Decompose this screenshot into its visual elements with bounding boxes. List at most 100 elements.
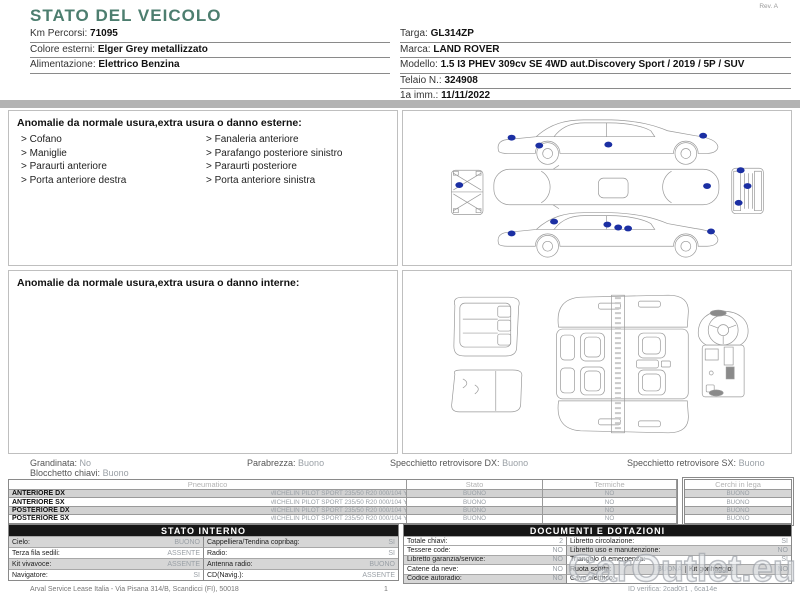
kv-value: SI bbox=[193, 571, 200, 579]
kv-cell: Catene da neve: NO bbox=[404, 564, 567, 574]
info-value: 11/11/2022 bbox=[441, 90, 491, 101]
anomalies-column-left: Cofano Maniglie Paraurti anteriore Porta… bbox=[21, 133, 206, 187]
kv-value: NO bbox=[777, 565, 789, 573]
summary-parabrezza: Parabrezza: Buono bbox=[247, 458, 324, 468]
kv-cell: Triangolo di emergenza: SI bbox=[567, 554, 791, 564]
internal-anomalies-panel: Anomalie da normale usura,extra usura o … bbox=[8, 270, 398, 454]
kv-cell: Tessere code: NO bbox=[404, 545, 567, 555]
kv-value: NO bbox=[552, 547, 564, 555]
info-row-modello: Modello: 1.5 I3 PHEV 309cv SE 4WD aut.Di… bbox=[400, 58, 791, 74]
kv-label: Navigatore: bbox=[12, 571, 48, 579]
footer-company-address: Arval Service Lease Italia - Via Pisana … bbox=[30, 586, 239, 593]
summary-value: No bbox=[79, 458, 92, 468]
info-value: LAND ROVER bbox=[433, 43, 500, 55]
summary-grandinata: Grandinata: No bbox=[30, 458, 91, 468]
kv-label: Cielo: bbox=[12, 538, 30, 546]
kv-label: CD(Navig.): bbox=[207, 571, 244, 579]
vehicle-info-right: Targa: GL314ZP Marca: LAND ROVER Modello… bbox=[400, 27, 791, 105]
kv-value: ASSENTE bbox=[167, 549, 200, 557]
info-row-telaio: Telaio N.: 324908 bbox=[400, 74, 791, 89]
summary-label: Blocchetto chiavi: bbox=[30, 468, 101, 478]
rim-state: BUONO bbox=[685, 505, 791, 515]
external-anomalies-list: Cofano Maniglie Paraurti anteriore Porta… bbox=[9, 131, 397, 187]
info-label: 1a imm.: bbox=[400, 90, 439, 101]
kv-label: Kit gonfiaggio: bbox=[689, 565, 734, 573]
info-label: Telaio N.: bbox=[400, 74, 442, 86]
cabin-view bbox=[557, 295, 689, 433]
kv-label: Codice autoradio: bbox=[407, 575, 462, 583]
documents-header: DOCUMENTI E DOTAZIONI bbox=[404, 525, 791, 536]
kv-cell: Codice autoradio: NO bbox=[404, 573, 567, 583]
kv-value: SI bbox=[781, 556, 788, 564]
summary-label: Parabrezza: bbox=[247, 458, 296, 468]
anomalies-column-right: Fanaleria anteriore Parafango posteriore… bbox=[206, 133, 391, 187]
kv-value: NO bbox=[552, 575, 564, 583]
revision-label: Rev. A bbox=[759, 3, 778, 10]
dashboard-view bbox=[698, 310, 748, 397]
summary-label: Grandinata: bbox=[30, 458, 78, 468]
kv-value: 2 bbox=[559, 537, 563, 545]
tire-header-stato: Stato bbox=[407, 480, 543, 489]
summary-label: Specchietto retrovisore SX: bbox=[627, 458, 737, 468]
rims-header: Cerchi in lega bbox=[715, 480, 761, 489]
info-label: Marca: bbox=[400, 43, 431, 55]
kv-label: Totale chiavi: bbox=[407, 537, 448, 545]
kv-cell: Kit vivavoce: ASSENTE bbox=[9, 558, 204, 569]
rim-state: BUONO bbox=[685, 497, 791, 506]
kv-cell: Cielo: BUONO bbox=[9, 536, 204, 547]
kv-cell: Libretto uso e manutenzione: NO bbox=[567, 545, 791, 555]
kv-cell: Totale chiavi: 2 bbox=[404, 536, 567, 546]
info-value: 324908 bbox=[444, 74, 478, 86]
kv-cell: CD(Navig.): ASSENTE bbox=[204, 569, 398, 580]
footer-verification-id: ID verifica: 2cad0r1 , 6ca14e bbox=[628, 586, 718, 593]
kv-label: Libretto circolazione: bbox=[570, 537, 635, 545]
kv-value: NO bbox=[777, 547, 789, 555]
info-row-km: Km Percorsi: 71095 bbox=[30, 27, 390, 43]
external-anomalies-heading: Anomalie da normale usura,extra usura o … bbox=[17, 117, 302, 129]
kv-value: NO bbox=[552, 565, 564, 573]
summary-value: Buono bbox=[102, 468, 129, 478]
tire-table: Pneumatico Stato Termiche ANTERIORE DX M… bbox=[8, 479, 678, 524]
summary-value: Buono bbox=[738, 458, 765, 468]
anomaly-item: Porta anteriore sinistra bbox=[206, 174, 391, 188]
kv-sub-cell: Kit gonfiaggio: NO bbox=[685, 565, 791, 573]
interior-state-header: STATO INTERNO bbox=[9, 525, 398, 536]
kv-cell: Terza fila sedili: ASSENTE bbox=[9, 547, 204, 558]
tire-thermal: NO bbox=[543, 497, 677, 506]
car-exterior-views bbox=[403, 111, 791, 265]
info-value: Elettrico Benzina bbox=[98, 59, 180, 70]
info-label: Alimentazione: bbox=[30, 59, 96, 70]
external-anomalies-panel: Anomalie da normale usura,extra usura o … bbox=[8, 110, 398, 266]
kv-value: BUONA bbox=[657, 565, 682, 573]
info-row-targa: Targa: GL314ZP bbox=[400, 27, 791, 43]
tire-spec: MICHELIN PILOT SPORT 235/50 R20 000/104 … bbox=[271, 489, 407, 498]
tire-thermal: NO bbox=[543, 505, 677, 515]
tire-thermal: NO bbox=[543, 489, 677, 498]
kv-cell-split: Ruota scorta: BUONA Kit gonfiaggio: NO bbox=[567, 564, 791, 574]
kv-label: Catene da neve: bbox=[407, 565, 459, 573]
info-label: Km Percorsi: bbox=[30, 28, 88, 39]
kv-cell: Navigatore: SI bbox=[9, 569, 204, 580]
info-label: Targa: bbox=[400, 28, 428, 39]
tire-spec: MICHELIN PILOT SPORT 235/50 R20 000/104 … bbox=[271, 505, 407, 515]
summary-label: Specchietto retrovisore DX: bbox=[390, 458, 500, 468]
car-side-bottom-view bbox=[498, 213, 718, 257]
interior-state-rows: Cielo: BUONO Cappelliera/Tendina copriba… bbox=[9, 536, 398, 580]
tire-header-termiche: Termiche bbox=[543, 480, 677, 489]
tire-header-pneumatico: Pneumatico bbox=[9, 480, 407, 489]
rim-state: BUONO bbox=[685, 489, 791, 498]
car-rear-view bbox=[732, 168, 764, 213]
info-label: Colore esterni: bbox=[30, 43, 96, 55]
trunk-view bbox=[454, 297, 519, 356]
section-divider-bar bbox=[0, 100, 800, 108]
car-front-view bbox=[451, 170, 483, 214]
interior-damage-diagram bbox=[402, 270, 792, 454]
info-row-alimentazione: Alimentazione: Elettrico Benzina bbox=[30, 58, 390, 74]
kv-sub-cell: Ruota scorta: BUONA bbox=[567, 566, 685, 573]
tire-thermal: NO bbox=[543, 514, 677, 523]
vehicle-info-left: Km Percorsi: 71095 Colore esterni: Elger… bbox=[30, 27, 390, 74]
kv-value: BUONO bbox=[174, 538, 200, 546]
anomaly-item: Parafango posteriore sinistro bbox=[206, 147, 391, 161]
info-value: 71095 bbox=[90, 28, 118, 39]
